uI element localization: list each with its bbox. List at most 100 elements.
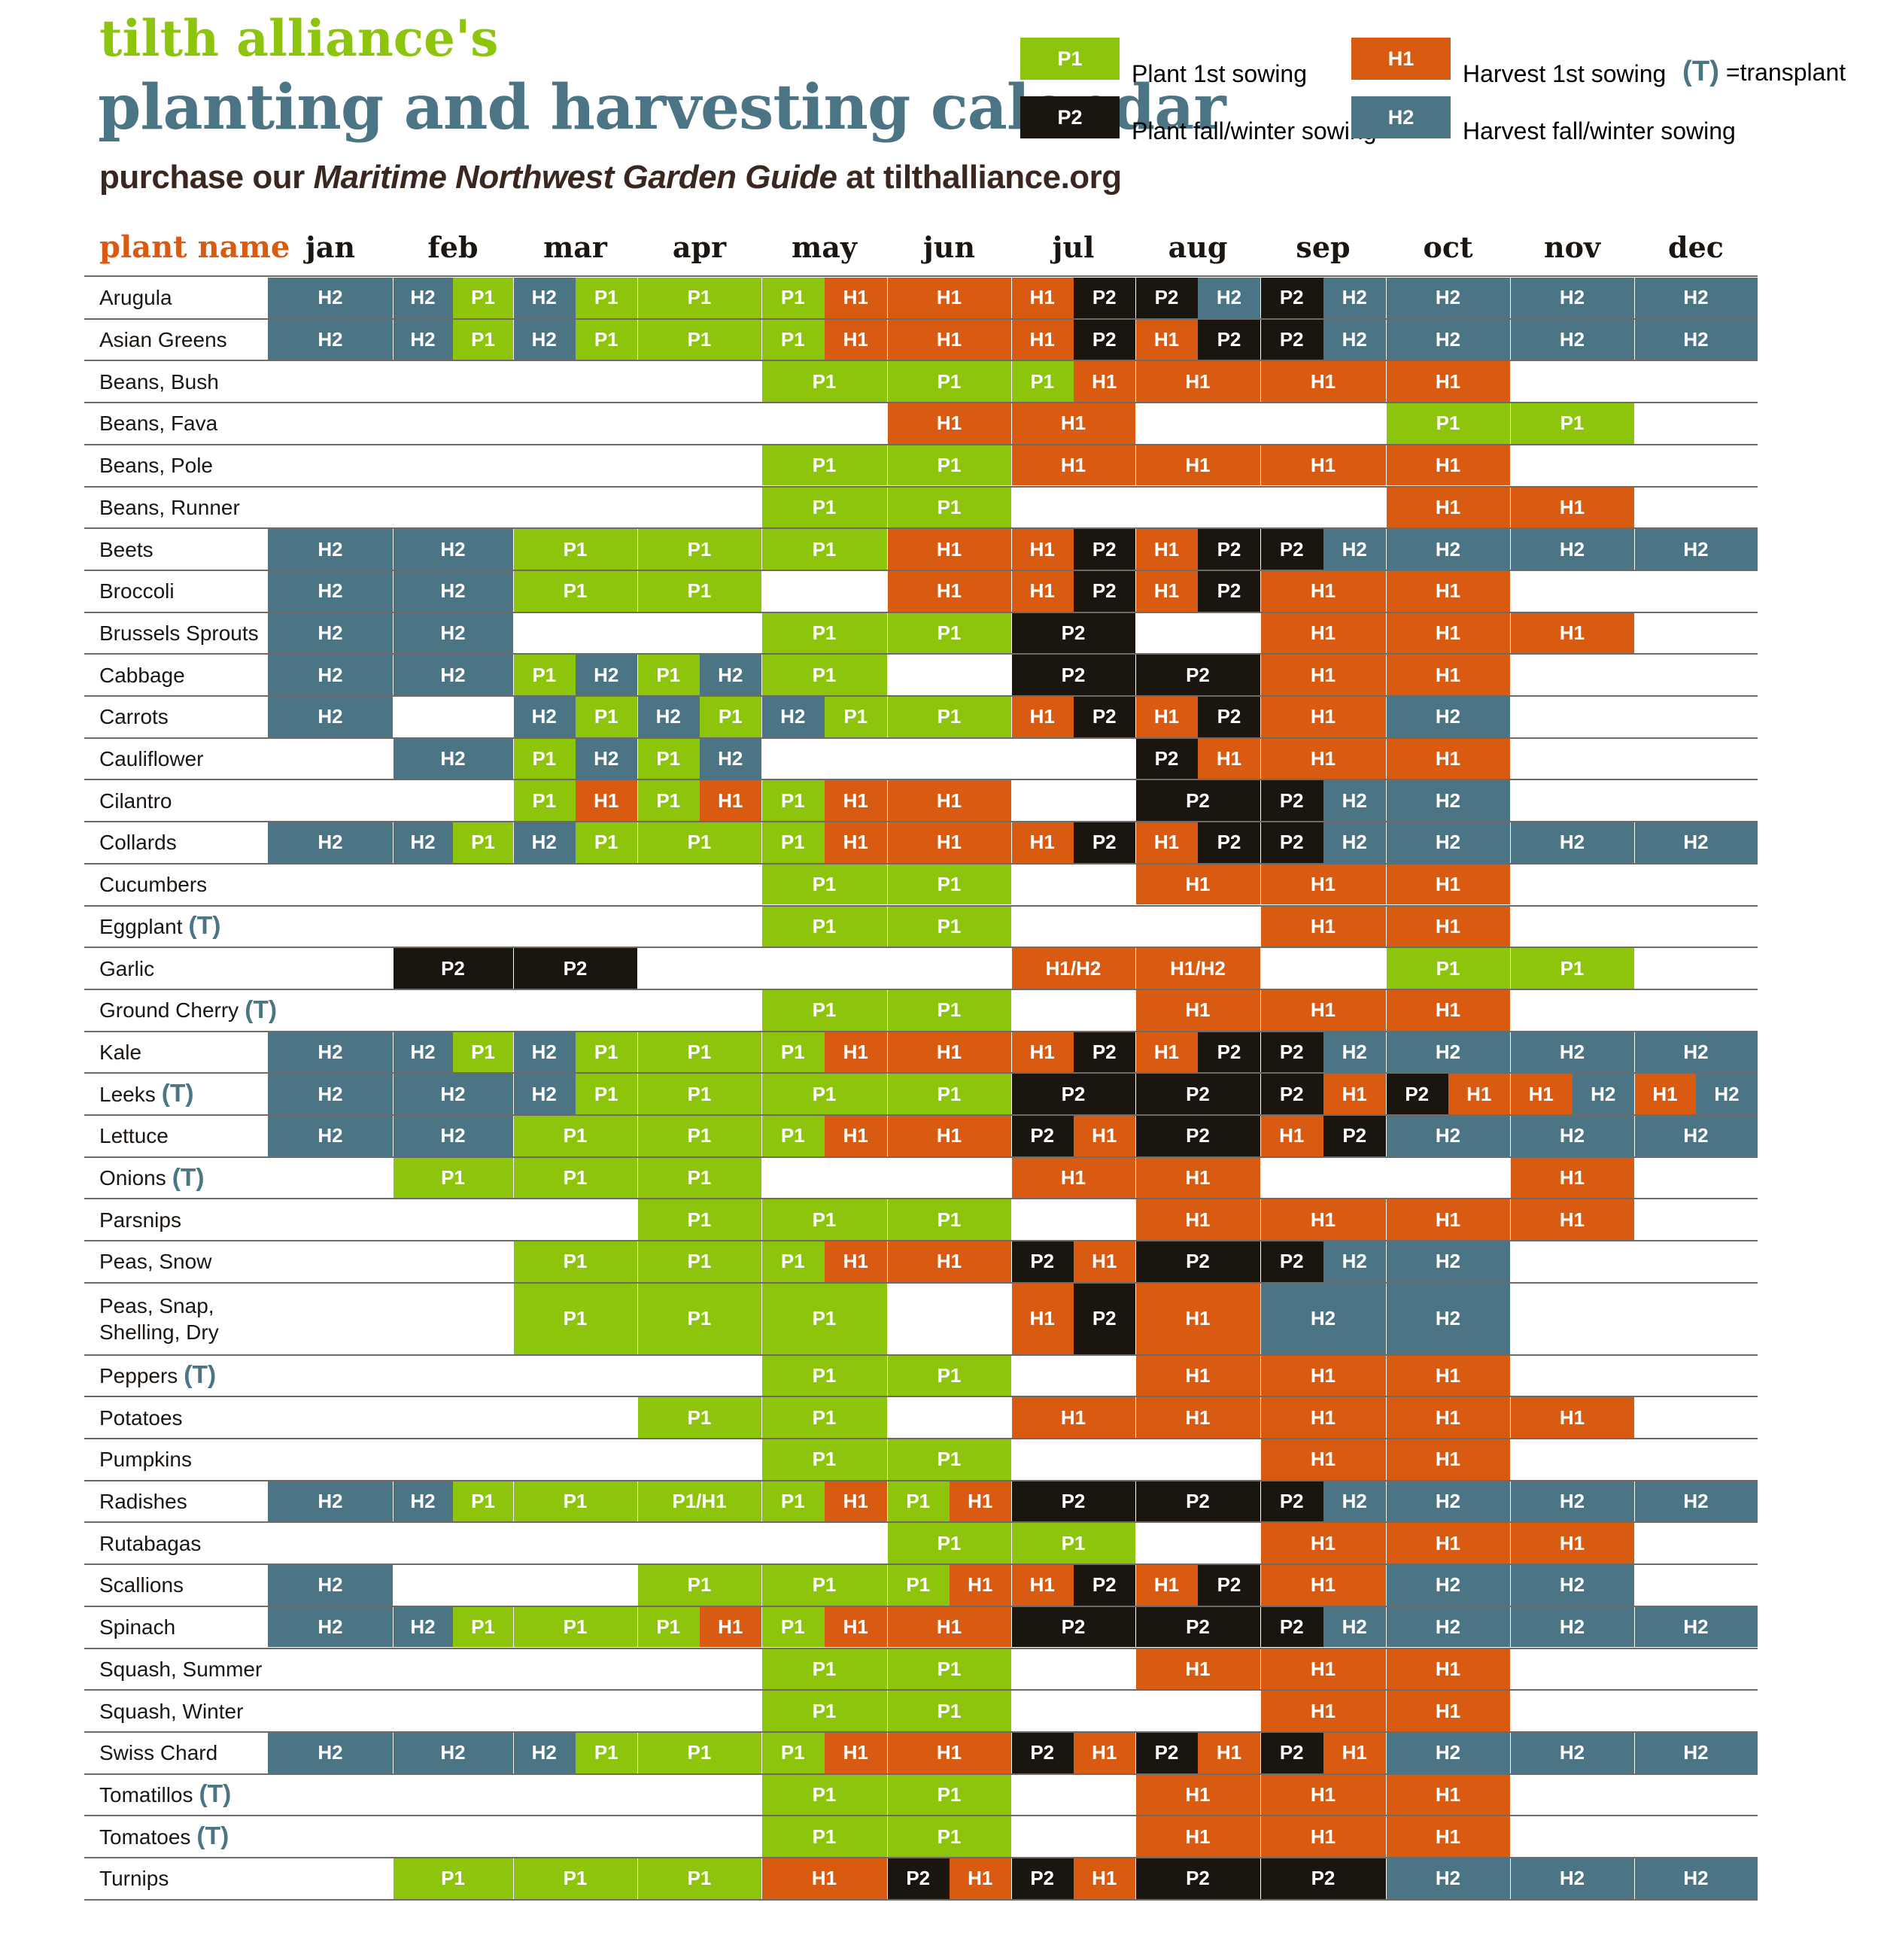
plant-name-text: Garlic — [99, 956, 155, 980]
month-divider — [513, 1732, 514, 1773]
plant-name: Beans, Pole — [99, 445, 213, 486]
schedule-cell: P1 — [575, 319, 637, 360]
month-divider — [637, 1816, 638, 1857]
month-divider — [393, 1283, 394, 1354]
month-divider — [393, 1157, 394, 1199]
legend-swatch-p2: P2 — [1020, 96, 1120, 138]
month-divider — [887, 906, 888, 947]
month-divider — [1510, 570, 1511, 612]
schedule-cell: H2 — [1510, 1116, 1634, 1156]
month-divider — [393, 1691, 394, 1731]
schedule-cell: H2 — [513, 278, 576, 318]
month-divider — [1135, 445, 1136, 486]
month-divider — [1634, 1241, 1635, 1282]
schedule-cell: H2 — [1323, 1481, 1386, 1522]
month-divider — [1135, 1523, 1136, 1564]
schedule-cell: P1 — [887, 487, 1011, 528]
month-divider — [1510, 319, 1511, 360]
schedule-cell: H1 — [1260, 989, 1386, 1031]
schedule-cell: P1 — [887, 864, 1011, 905]
month-divider — [393, 697, 394, 737]
month-divider — [1634, 361, 1635, 403]
month-divider — [1386, 822, 1387, 863]
schedule-cell: H1 — [1260, 1116, 1323, 1156]
month-divider — [1260, 1397, 1261, 1438]
schedule-cell: H2 — [268, 529, 393, 570]
schedule-cell: H1 — [1135, 445, 1260, 486]
month-divider — [1135, 1606, 1136, 1648]
month-divider — [513, 1816, 514, 1857]
month-divider — [513, 1157, 514, 1199]
schedule-cell: H2 — [575, 655, 637, 695]
month-divider — [887, 612, 888, 654]
row-rule — [84, 485, 1758, 488]
month-divider — [1260, 697, 1261, 737]
month-divider — [1260, 1691, 1261, 1731]
schedule-cell: P1 — [761, 1199, 887, 1241]
plant-name-text: Swiss Chard — [99, 1741, 218, 1765]
schedule-cell: H2 — [268, 1116, 393, 1156]
month-header-nov: nov — [1543, 229, 1601, 264]
plant-name: Asian Greens — [99, 320, 227, 360]
schedule-cell: H2 — [393, 319, 453, 360]
schedule-cell: H1 — [1260, 1199, 1386, 1241]
month-divider — [1634, 487, 1635, 528]
month-divider — [1011, 1032, 1012, 1073]
schedule-cell: P2 — [1135, 1481, 1260, 1522]
schedule-cell: P2 — [1198, 570, 1260, 612]
schedule-cell: H2 — [268, 1732, 393, 1773]
schedule-cell: P1 — [513, 1157, 637, 1199]
month-divider — [1260, 1283, 1261, 1354]
plant-name-text: Rutabagas — [99, 1531, 202, 1555]
month-divider — [637, 948, 638, 989]
month-divider — [1510, 1074, 1511, 1114]
schedule-cell: P1 — [887, 697, 1011, 737]
schedule-cell: H2 — [513, 319, 576, 360]
schedule-cell: P1 — [761, 1439, 887, 1480]
schedule-cell: H2 — [513, 1032, 576, 1073]
plant-name-text: Brussels Sprouts — [99, 621, 259, 645]
month-divider — [1510, 1241, 1511, 1282]
schedule-cell: P1 — [453, 1481, 513, 1522]
schedule-cell: H1 — [1510, 1157, 1634, 1199]
row-rule — [84, 1479, 1758, 1481]
schedule-cell: P1 — [637, 278, 761, 318]
schedule-cell: H1 — [1260, 906, 1386, 947]
month-divider — [393, 1439, 394, 1480]
transplant-badge: (T) — [188, 912, 221, 940]
month-divider — [1135, 1355, 1136, 1396]
row-rule — [84, 695, 1758, 697]
schedule-cell: H1 — [1011, 1157, 1135, 1199]
table-rule — [84, 275, 1758, 277]
month-divider — [1634, 1523, 1635, 1564]
month-divider — [761, 780, 762, 822]
schedule-cell: H1 — [1510, 1397, 1634, 1438]
month-divider — [1011, 487, 1012, 528]
month-divider — [1386, 1523, 1387, 1564]
month-divider — [1386, 487, 1387, 528]
month-divider — [1260, 1816, 1261, 1857]
plant-name: Eggplant (T) — [99, 907, 220, 947]
plant-name: Pumpkins — [99, 1439, 192, 1480]
schedule-cell: P2 — [1135, 278, 1198, 318]
schedule-cell: H2 — [1510, 822, 1634, 863]
month-divider — [887, 655, 888, 695]
month-divider — [393, 655, 394, 695]
month-divider — [393, 989, 394, 1031]
schedule-cell: P1 — [761, 1732, 825, 1773]
month-divider — [1634, 822, 1635, 863]
plant-name: Collards — [99, 822, 177, 863]
schedule-cell: H1 — [761, 1858, 887, 1899]
month-divider — [393, 1032, 394, 1073]
row-rule — [84, 402, 1758, 404]
month-divider — [393, 487, 394, 528]
month-divider — [513, 1032, 514, 1073]
month-divider — [513, 570, 514, 612]
month-divider — [1634, 278, 1635, 318]
month-header-jun: jun — [922, 229, 975, 264]
schedule-cell: P1 — [1386, 403, 1510, 444]
schedule-cell: P2 — [1260, 1481, 1323, 1522]
legend-label-h2: Harvest fall/winter sowing — [1463, 117, 1736, 144]
month-divider — [1634, 864, 1635, 905]
month-header-mar: mar — [543, 229, 607, 264]
